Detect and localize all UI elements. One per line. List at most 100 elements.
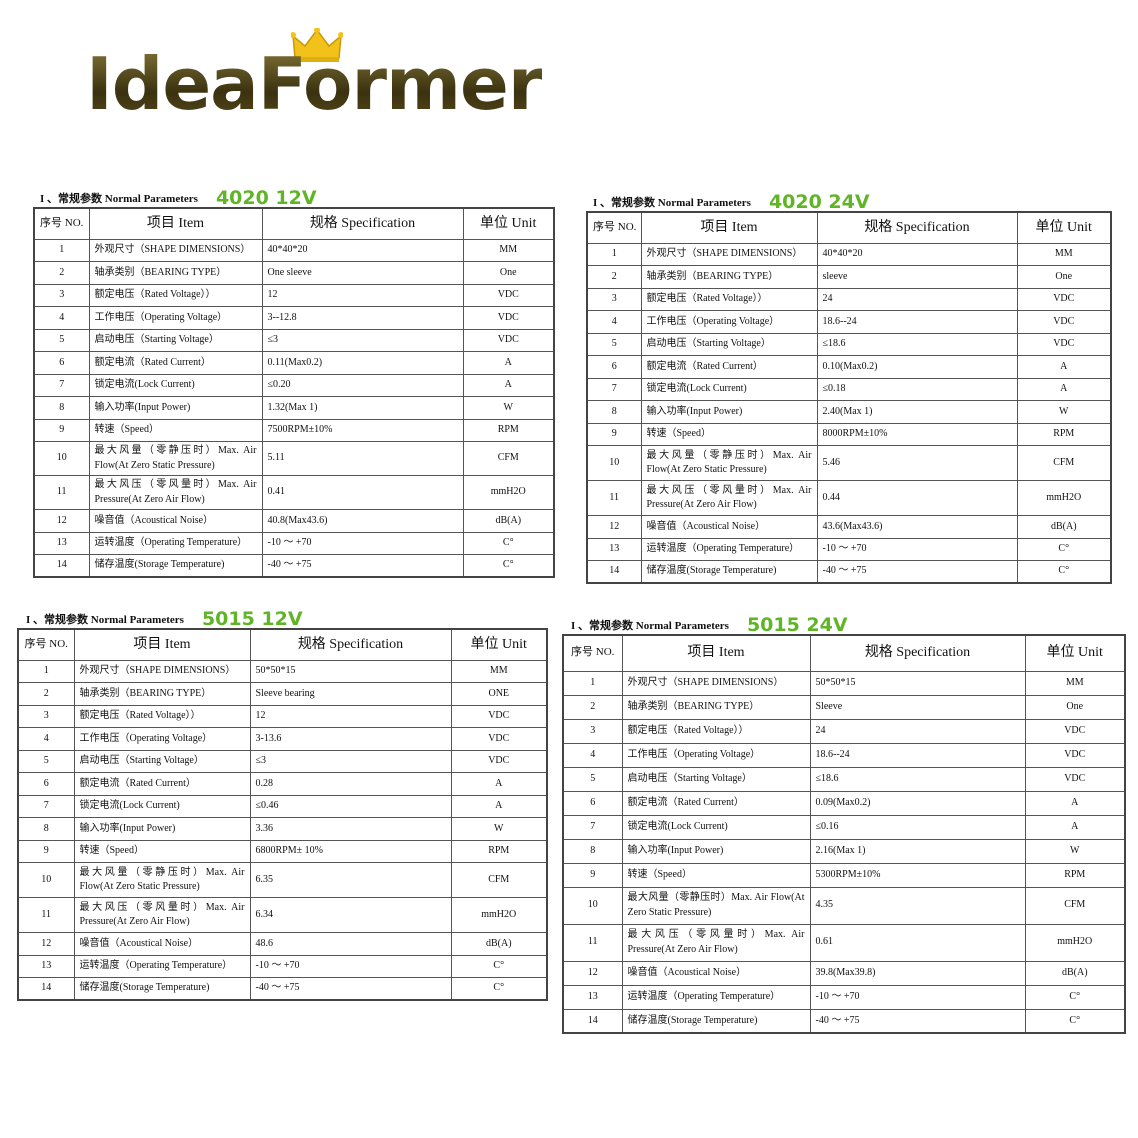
- spec-table-5015-12v: 序号 NO. 项目 Item 规格 Specification 单位 Unit …: [17, 628, 548, 1001]
- table-row: 4 工作电压（Operating Voltage） 18.6--24 VDC: [562, 742, 1126, 768]
- section-title: I 、常规参数 Normal Parameters: [571, 620, 729, 632]
- row-no: 12: [33, 509, 90, 533]
- row-item: 额定电流（Rated Current）: [73, 772, 251, 796]
- table-row: 4 工作电压（Operating Voltage） 18.6--24 VDC: [586, 310, 1112, 334]
- row-unit: C°: [450, 977, 548, 1001]
- section-title: I 、常规参数 Normal Parameters: [40, 193, 198, 205]
- row-unit: VDC: [462, 328, 555, 352]
- row-unit: One: [1016, 265, 1112, 289]
- row-no: 10: [17, 862, 75, 898]
- row-no: 12: [17, 932, 75, 956]
- table-row: 13 运转温度（Operating Temperature） -10 ～ +70…: [586, 537, 1112, 561]
- row-spec: ≤0.16: [809, 814, 1026, 840]
- row-spec: 0.61: [809, 923, 1026, 962]
- row-unit: MM: [1016, 242, 1112, 266]
- header-unit: 单位 Unit: [1024, 634, 1126, 672]
- row-spec: sleeve: [816, 265, 1018, 289]
- row-spec: 2.40(Max 1): [816, 400, 1018, 424]
- row-unit: CFM: [1016, 445, 1112, 481]
- row-item: 噪音值（Acoustical Noise）: [73, 932, 251, 956]
- row-no: 4: [17, 727, 75, 751]
- table-row: 11 最大风压（零风量时）Max. Air Pressure(At Zero A…: [586, 480, 1112, 516]
- row-spec: ≤0.46: [249, 794, 452, 818]
- row-no: 3: [586, 287, 642, 311]
- row-item: 额定电压（Rated Voltage））: [73, 704, 251, 728]
- row-unit: W: [450, 817, 548, 841]
- row-unit: C°: [1024, 1008, 1126, 1034]
- row-no: 10: [562, 886, 623, 925]
- row-unit: mmH2O: [1016, 480, 1112, 516]
- row-no: 9: [33, 418, 90, 442]
- table-row: 9 转速（Speed） 7500RPM±10% RPM: [33, 418, 555, 442]
- row-unit: C°: [462, 531, 555, 555]
- table-row: 10 最大风量（零静压时）Max. Air Flow(At Zero Stati…: [33, 441, 555, 476]
- row-item: 启动电压（Starting Voltage）: [621, 766, 811, 792]
- row-no: 14: [33, 554, 90, 578]
- row-no: 14: [586, 560, 642, 584]
- row-no: 2: [33, 261, 90, 285]
- row-item: 转速（Speed）: [621, 862, 811, 888]
- row-no: 8: [562, 838, 623, 864]
- row-no: 8: [586, 400, 642, 424]
- row-spec: 12: [261, 283, 464, 307]
- row-item: 转速（Speed）: [73, 839, 251, 863]
- row-no: 13: [17, 954, 75, 978]
- table-row: 2 轴承类别（BEARING TYPE） sleeve One: [586, 265, 1112, 289]
- row-unit: CFM: [450, 862, 548, 898]
- row-no: 13: [562, 984, 623, 1010]
- row-spec: 6800RPM± 10%: [249, 839, 452, 863]
- row-item: 额定电压（Rated Voltage））: [88, 283, 263, 307]
- row-spec: 8000RPM±10%: [816, 422, 1018, 446]
- row-spec: 2.16(Max 1): [809, 838, 1026, 864]
- row-no: 14: [562, 1008, 623, 1034]
- table-row: 9 转速（Speed） 6800RPM± 10% RPM: [17, 839, 548, 863]
- table-row: 12 噪音值（Acoustical Noise） 40.8(Max43.6) d…: [33, 509, 555, 533]
- row-item: 工作电压（Operating Voltage）: [88, 306, 263, 330]
- row-no: 6: [17, 772, 75, 796]
- row-unit: W: [1016, 400, 1112, 424]
- row-no: 12: [562, 960, 623, 986]
- row-item: 额定电流（Rated Current）: [621, 790, 811, 816]
- row-unit: CFM: [1024, 886, 1126, 925]
- row-unit: A: [462, 373, 555, 397]
- row-unit: VDC: [1024, 766, 1126, 792]
- row-unit: VDC: [462, 283, 555, 307]
- row-spec: -40 ～ +75: [261, 554, 464, 578]
- row-item: 最大风量（零静压时）Max. Air Flow(At Zero Static P…: [621, 886, 811, 925]
- row-no: 2: [562, 694, 623, 720]
- row-item: 外观尺寸（SHAPE DIMENSIONS）: [621, 670, 811, 696]
- row-spec: 5300RPM±10%: [809, 862, 1026, 888]
- row-unit: One: [1024, 694, 1126, 720]
- table-row: 1 外观尺寸（SHAPE DIMENSIONS） 40*40*20 MM: [586, 242, 1112, 266]
- table-row: 11 最大风压（零风量时）Max. Air Pressure(At Zero A…: [562, 923, 1126, 962]
- row-spec: 24: [809, 718, 1026, 744]
- table-row: 8 输入功率(Input Power) 3.36 W: [17, 817, 548, 841]
- row-item: 外观尺寸（SHAPE DIMENSIONS）: [88, 238, 263, 262]
- row-unit: dB(A): [1024, 960, 1126, 986]
- row-spec: 40*40*20: [261, 238, 464, 262]
- table-row: 7 锁定电流(Lock Current) ≤0.20 A: [33, 373, 555, 397]
- row-no: 4: [562, 742, 623, 768]
- row-unit: A: [450, 794, 548, 818]
- row-no: 4: [586, 310, 642, 334]
- row-no: 8: [33, 396, 90, 420]
- row-spec: ≤0.18: [816, 377, 1018, 401]
- row-no: 2: [17, 682, 75, 706]
- section-heading: I 、常规参数 Normal Parameters 4020 12V: [40, 187, 317, 209]
- header-item: 项目 Item: [621, 634, 811, 672]
- row-unit: dB(A): [462, 509, 555, 533]
- row-no: 2: [586, 265, 642, 289]
- row-item: 噪音值（Acoustical Noise）: [88, 509, 263, 533]
- row-unit: C°: [1016, 560, 1112, 584]
- row-no: 5: [562, 766, 623, 792]
- row-spec: -10 ～ +70: [249, 954, 452, 978]
- brand-logo: IdeaFormer: [86, 28, 543, 130]
- row-no: 4: [33, 306, 90, 330]
- row-item: 转速（Speed）: [88, 418, 263, 442]
- spec-table-4020-24v: 序号 NO. 项目 Item 规格 Specification 单位 Unit …: [586, 211, 1112, 584]
- row-no: 5: [33, 328, 90, 352]
- header-row: 序号 NO. 项目 Item 规格 Specification 单位 Unit: [33, 207, 555, 240]
- section-heading: I 、常规参数 Normal Parameters 5015 12V: [26, 608, 303, 630]
- row-no: 7: [17, 794, 75, 818]
- row-unit: VDC: [450, 704, 548, 728]
